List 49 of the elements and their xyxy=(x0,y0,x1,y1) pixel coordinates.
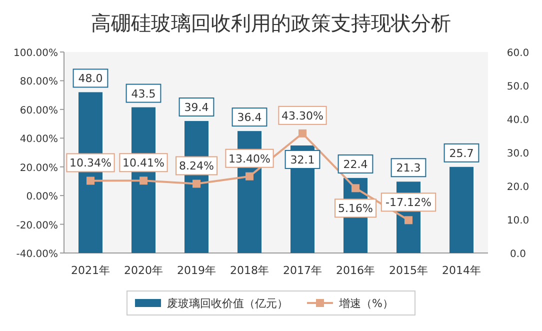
y2-tick-label: 10.0 xyxy=(506,216,530,226)
y2-tick-label: 0.0 xyxy=(510,249,526,260)
chart-title: 高硼硅玻璃回收利用的政策支持现状分析 xyxy=(91,11,451,35)
data-label: 10.34% xyxy=(70,156,112,170)
y-tick-label: 40.00% xyxy=(20,134,58,146)
data-label: 8.24% xyxy=(179,160,214,173)
x-tick-label: 2020年 xyxy=(124,264,163,277)
point xyxy=(192,180,200,188)
data-label: 10.41% xyxy=(122,156,164,170)
y2-tick-label: 50.0 xyxy=(506,82,530,92)
point xyxy=(404,216,412,224)
legend-label: 增速（%） xyxy=(338,297,394,310)
point xyxy=(140,176,148,185)
x-tick-label: 2021年 xyxy=(71,264,110,277)
x-tick-label: 2014年 xyxy=(442,264,481,277)
x-tick-label: 2018年 xyxy=(230,264,269,277)
x-tick-label: 2017年 xyxy=(283,264,322,277)
bar xyxy=(450,166,474,253)
data-label: 21.3 xyxy=(396,162,421,175)
point xyxy=(86,176,94,185)
data-label: 39.4 xyxy=(184,101,209,114)
data-label: 32.1 xyxy=(290,153,315,166)
y-tick-label: 60.00% xyxy=(20,105,58,116)
y2-tick-label: 40.0 xyxy=(506,115,530,126)
data-label: 36.4 xyxy=(237,111,262,124)
data-label: 13.40% xyxy=(228,152,270,166)
y2-tick-label: 20.0 xyxy=(506,182,530,193)
y2-tick-label: 30.0 xyxy=(506,148,530,160)
y-tick-label: 0.00% xyxy=(26,192,58,203)
y-tick-label: 80.00% xyxy=(20,76,58,88)
y-tick-label: 100.00% xyxy=(14,48,58,59)
data-label: 25.7 xyxy=(449,146,474,160)
y-tick-label: -20.00% xyxy=(16,220,58,232)
data-label: 5.16% xyxy=(338,202,373,216)
point xyxy=(298,129,306,138)
x-tick-label: 2015年 xyxy=(389,264,428,277)
point xyxy=(246,172,254,180)
x-tick-label: 2016年 xyxy=(336,264,375,277)
y-tick-label: -40.00% xyxy=(16,249,58,260)
data-label: 43.30% xyxy=(282,109,324,122)
legend-label: 废玻璃回收价值（亿元） xyxy=(167,297,288,310)
data-label: 48.0 xyxy=(78,72,103,86)
data-label: -17.12% xyxy=(386,196,432,210)
point xyxy=(352,184,360,192)
data-label: 22.4 xyxy=(343,158,368,171)
data-label: 43.5 xyxy=(131,87,156,100)
x-tick-label: 2019年 xyxy=(177,264,216,277)
y2-tick-label: 60.0 xyxy=(506,48,530,59)
y-tick-label: 20.00% xyxy=(20,162,58,174)
